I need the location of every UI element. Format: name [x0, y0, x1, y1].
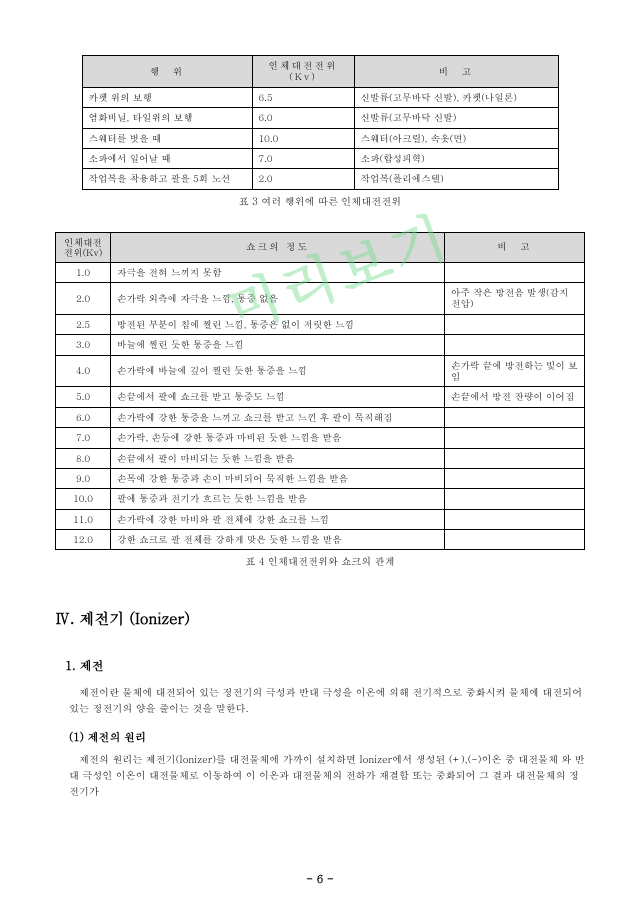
- table-row: 9.0손목에 강한 통증과 손이 마비되어 묵직한 느낌을 받음: [56, 468, 585, 488]
- table-cell: 손가락에 바늘에 깊이 찔린 듯한 통증을 느낌: [111, 355, 445, 387]
- col-action: 행 위: [82, 56, 252, 88]
- table-cell: 강한 쇼크로 팔 전체를 강하게 맞은 듯한 느낌을 받음: [111, 530, 445, 550]
- table-cell: 손목에 강한 통증과 손이 마비되어 묵직한 느낌을 받음: [111, 468, 445, 488]
- table-cell: [445, 448, 585, 468]
- paragraph-1: 제전이란 물체에 대전되어 있는 정전기의 극성과 반대 극성을 이온에 의해 …: [69, 684, 585, 716]
- table-row: 11.0손가락에 강한 마비와 팔 전체에 강한 쇼크를 느낌: [56, 509, 585, 529]
- table-row: 3.0바늘에 찔린 듯한 통증을 느낌: [56, 335, 585, 355]
- table-row: 소파에서 일어날 때7.0소파(합성피혁): [82, 148, 558, 168]
- table-cell: 카펫 위의 보행: [82, 87, 252, 107]
- table-cell: 4.0: [56, 355, 111, 387]
- table-cell: 7.0: [56, 428, 111, 448]
- table-cell: 방전된 부분이 침에 찔린 느낌, 통증은 없이 저릿한 느낌: [111, 314, 445, 334]
- table-cell: 바늘에 찔린 듯한 통증을 느낌: [111, 335, 445, 355]
- col-note: 비 고: [445, 232, 585, 262]
- table-header-row: 행 위 인체대전전위(Kv) 비 고: [82, 56, 558, 88]
- table-cell: 손가락, 손등에 강한 통증과 마비된 듯한 느낌을 받음: [111, 428, 445, 448]
- table-row: 염화비닐, 타일위의 보행6.0신발류(고무바닥 신발): [82, 108, 558, 128]
- table-cell: 12.0: [56, 530, 111, 550]
- col-shock: 쇼크의 정도: [111, 232, 445, 262]
- table-row: 2.5방전된 부분이 침에 찔린 느낌, 통증은 없이 저릿한 느낌: [56, 314, 585, 334]
- subheading-1-1: (1) 제전의 원리: [69, 730, 585, 745]
- table-cell: 아주 작은 방전음 발생(감지전압): [445, 283, 585, 315]
- table-cell: [445, 314, 585, 334]
- table-row: 7.0손가락, 손등에 강한 통증과 마비된 듯한 느낌을 받음: [56, 428, 585, 448]
- table-cell: 10.0: [56, 489, 111, 509]
- table-cell: [445, 428, 585, 448]
- table-cell: 작업복(폴리에스텔): [354, 169, 558, 189]
- table-cell: [445, 407, 585, 427]
- table-cell: 손끝에서 팔이 마비되는 듯한 느낌을 받음: [111, 448, 445, 468]
- table2-caption: 표 4 인체대전전위와 쇼크의 관계: [55, 554, 585, 568]
- table-cell: 신발류(고무바닥 신발), 카펫(나일론): [354, 87, 558, 107]
- table-header-row: 인체대전 전위(Kv) 쇼크의 정도 비 고: [56, 232, 585, 262]
- subheading-1: 1. 제전: [65, 657, 585, 674]
- table-cell: 2.0: [56, 283, 111, 315]
- col-voltage: 인체대전 전위(Kv): [56, 232, 111, 262]
- col-note: 비 고: [354, 56, 558, 88]
- table-cell: 9.0: [56, 468, 111, 488]
- table-row: 카펫 위의 보행6.5신발류(고무바닥 신발), 카펫(나일론): [82, 87, 558, 107]
- table-row: 6.0손가락에 강한 통증을 느끼고 쇼크를 받고 느낀 후 팔이 묵직해짐: [56, 407, 585, 427]
- table-cell: 6.0: [252, 108, 354, 128]
- table-cell: 6.5: [252, 87, 354, 107]
- table-cell: [445, 530, 585, 550]
- table-row: 8.0손끝에서 팔이 마비되는 듯한 느낌을 받음: [56, 448, 585, 468]
- paragraph-2: 제전의 원리는 제전기(Ionizer)를 대전물체에 가까이 설치하면 Ion…: [69, 751, 585, 799]
- table-cell: [445, 509, 585, 529]
- table-cell: 2.5: [56, 314, 111, 334]
- table-cell: 5.0: [56, 387, 111, 407]
- table-cell: [445, 489, 585, 509]
- table-cell: 손가락 외측에 자극을 느낌, 통증 없음: [111, 283, 445, 315]
- page-number: - 6 -: [0, 872, 640, 887]
- table-cell: 작업복을 착용하고 팔을 5회 노선: [82, 169, 252, 189]
- table-cell: 2.0: [252, 169, 354, 189]
- table-row: 10.0팔에 통증과 전기가 흐르는 듯한 느낌을 받음: [56, 489, 585, 509]
- table-cell: 3.0: [56, 335, 111, 355]
- table1-caption: 표 3 여러 행위에 따른 인체대전전위: [55, 194, 585, 208]
- table-behavior-voltage: 행 위 인체대전전위(Kv) 비 고 카펫 위의 보행6.5신발류(고무바닥 신…: [82, 55, 559, 190]
- table-row: 1.0자극을 전혀 느끼지 못함: [56, 262, 585, 282]
- table-cell: 손가락 끝에 방전하는 빛이 보임: [445, 355, 585, 387]
- table-cell: 스웨터(아크릴), 속옷(면): [354, 128, 558, 148]
- table-cell: 스웨터를 벗을 때: [82, 128, 252, 148]
- table-cell: 신발류(고무바닥 신발): [354, 108, 558, 128]
- table-row: 작업복을 착용하고 팔을 5회 노선2.0작업복(폴리에스텔): [82, 169, 558, 189]
- table-cell: 소파(합성피혁): [354, 148, 558, 168]
- section-heading-ionizer: Ⅳ. 제전기 (Ionizer): [55, 608, 585, 629]
- table-cell: 팔에 통증과 전기가 흐르는 듯한 느낌을 받음: [111, 489, 445, 509]
- table-cell: [445, 335, 585, 355]
- table-row: 5.0손끝에서 팔에 쇼크를 받고 통증도 느낌손끝에서 방전 잔량이 이어짐: [56, 387, 585, 407]
- table-row: 스웨터를 벗을 때10.0스웨터(아크릴), 속옷(면): [82, 128, 558, 148]
- table-cell: 11.0: [56, 509, 111, 529]
- table-cell: 6.0: [56, 407, 111, 427]
- table-cell: 1.0: [56, 262, 111, 282]
- table-cell: 8.0: [56, 448, 111, 468]
- table-cell: 염화비닐, 타일위의 보행: [82, 108, 252, 128]
- col-voltage: 인체대전전위(Kv): [252, 56, 354, 88]
- table-row: 12.0강한 쇼크로 팔 전체를 강하게 맞은 듯한 느낌을 받음: [56, 530, 585, 550]
- table-cell: 소파에서 일어날 때: [82, 148, 252, 168]
- table-cell: 손끝에서 방전 잔량이 이어짐: [445, 387, 585, 407]
- table-cell: 7.0: [252, 148, 354, 168]
- table-cell: 10.0: [252, 128, 354, 148]
- table-row: 2.0손가락 외측에 자극을 느낌, 통증 없음아주 작은 방전음 발생(감지전…: [56, 283, 585, 315]
- table-cell: 자극을 전혀 느끼지 못함: [111, 262, 445, 282]
- table-cell: 손가락에 강한 통증을 느끼고 쇼크를 받고 느낀 후 팔이 묵직해짐: [111, 407, 445, 427]
- table-cell: 손끝에서 팔에 쇼크를 받고 통증도 느낌: [111, 387, 445, 407]
- table-cell: 손가락에 강한 마비와 팔 전체에 강한 쇼크를 느낌: [111, 509, 445, 529]
- table-cell: [445, 468, 585, 488]
- table-row: 4.0손가락에 바늘에 깊이 찔린 듯한 통증을 느낌손가락 끝에 방전하는 빛…: [56, 355, 585, 387]
- table-shock-relation: 인체대전 전위(Kv) 쇼크의 정도 비 고 1.0자극을 전혀 느끼지 못함2…: [55, 232, 585, 551]
- table-cell: [445, 262, 585, 282]
